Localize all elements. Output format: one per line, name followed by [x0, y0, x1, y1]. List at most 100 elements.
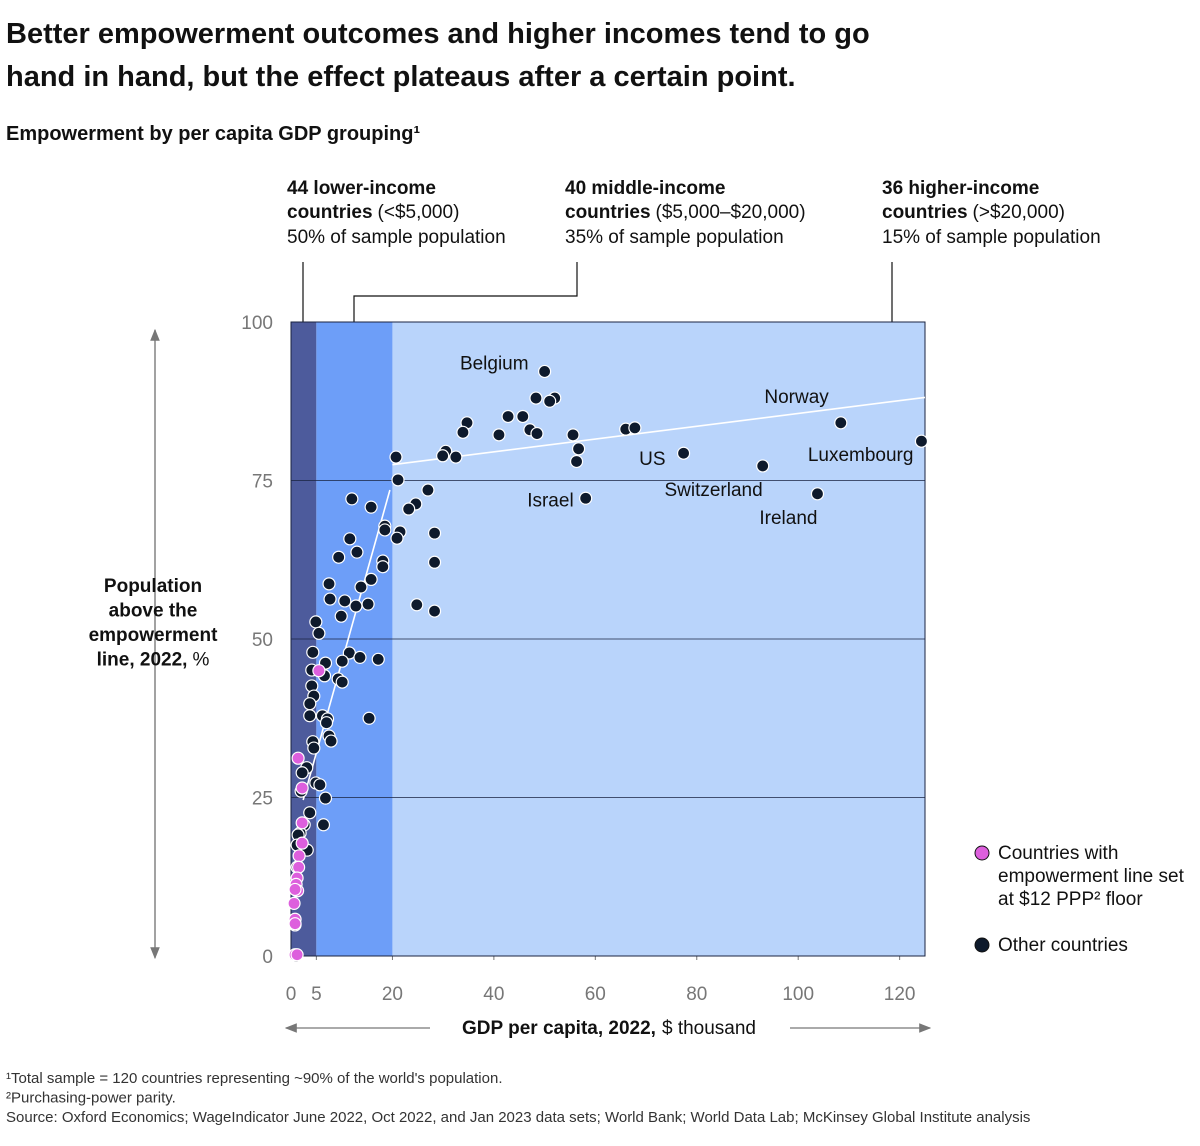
- y-tick-label: 0: [262, 947, 273, 968]
- point: [323, 592, 337, 606]
- trend-line: [392, 396, 926, 466]
- chart-title: hand in hand, but the effect plateaus af…: [6, 61, 796, 93]
- group-title: 40 middle-income: [565, 178, 726, 199]
- point: [421, 483, 435, 497]
- legend-marker: [974, 845, 990, 861]
- point: [309, 615, 323, 629]
- group-title: 36 higher-income: [882, 178, 1039, 199]
- group-share: 35% of sample population: [565, 227, 784, 248]
- point: [335, 654, 349, 668]
- y-axis-label: line, 2022,%: [97, 650, 210, 671]
- y-axis-unit: %: [192, 650, 209, 671]
- legend-entry: Other countries: [998, 935, 1128, 956]
- point: [492, 428, 506, 442]
- point: [427, 526, 442, 540]
- point: [295, 781, 309, 795]
- x-tick-label: 20: [382, 984, 403, 1005]
- point: [318, 791, 333, 805]
- point: [756, 459, 770, 473]
- point: [312, 626, 326, 640]
- point: [295, 836, 309, 850]
- y-tick-label: 100: [241, 313, 273, 334]
- point: [402, 502, 416, 516]
- x-tick-label: 80: [686, 984, 707, 1005]
- group-title: countries: [565, 202, 651, 223]
- group-range: (<$5,000): [378, 202, 460, 223]
- x-tick-label: 120: [884, 984, 916, 1005]
- point: [288, 882, 302, 897]
- point: [288, 917, 302, 931]
- point: [529, 391, 543, 405]
- point: [335, 675, 349, 689]
- y-axis-label: above the: [109, 601, 198, 622]
- point: [295, 816, 309, 830]
- point: [456, 425, 470, 439]
- point: [343, 532, 357, 546]
- point-label: Switzerland: [664, 480, 762, 501]
- group-title-line: countries (>$20,000): [882, 202, 1065, 223]
- x-tick-label: 100: [782, 984, 814, 1005]
- point: [353, 650, 367, 664]
- point: [334, 609, 348, 623]
- point: [579, 491, 593, 505]
- group-title: countries: [287, 202, 373, 223]
- point: [427, 604, 442, 618]
- point: [537, 364, 552, 379]
- point: [364, 572, 378, 587]
- point: [543, 394, 557, 408]
- point: [530, 426, 544, 441]
- point: [332, 550, 346, 564]
- y-tick-label: 25: [252, 789, 273, 810]
- connector: [353, 262, 578, 322]
- point: [427, 555, 442, 569]
- point: [364, 500, 378, 514]
- point: [292, 860, 306, 874]
- x-axis-label-main: GDP per capita, 2022,: [462, 1018, 656, 1039]
- point: [516, 409, 530, 424]
- point: [566, 428, 580, 442]
- group-title-line: countries (<$5,000): [287, 202, 459, 223]
- point: [313, 778, 327, 792]
- point: [324, 734, 338, 748]
- point: [306, 645, 320, 659]
- footnote: ¹Total sample = 120 countries representi…: [6, 1070, 503, 1087]
- y-tick-label: 75: [252, 472, 273, 493]
- point: [291, 751, 305, 765]
- point: [292, 849, 306, 863]
- point: [319, 716, 334, 730]
- legend-entry: Countries with empowerment line set at $…: [998, 843, 1184, 910]
- group-title-line: countries ($5,000–$20,000): [565, 202, 806, 223]
- point: [410, 598, 424, 612]
- point-label: Ireland: [759, 508, 817, 529]
- point: [389, 450, 403, 464]
- point: [810, 487, 825, 501]
- point: [628, 421, 642, 435]
- point: [449, 450, 463, 464]
- group-title: 44 lower-income: [287, 178, 436, 199]
- point: [322, 577, 336, 591]
- y-axis-label-line: line, 2022,: [97, 650, 188, 671]
- point: [914, 434, 929, 448]
- point: [312, 664, 326, 678]
- legend-marker: [974, 937, 990, 953]
- point: [287, 896, 301, 910]
- footnote: Source: Oxford Economics; WageIndicator …: [6, 1109, 1030, 1126]
- point: [349, 599, 363, 613]
- point: [307, 741, 321, 755]
- point: [345, 492, 359, 506]
- x-tick-label: 40: [483, 984, 504, 1005]
- point: [376, 560, 390, 574]
- point-label: Israel: [527, 490, 573, 511]
- point: [303, 806, 317, 820]
- point: [338, 594, 352, 608]
- chart-title: Better empowerment outcomes and higher i…: [6, 18, 870, 50]
- x-tick-label: 60: [585, 984, 606, 1005]
- point: [303, 697, 317, 711]
- chart-subtitle: Empowerment by per capita GDP grouping¹: [6, 123, 420, 145]
- y-axis-label: Population: [104, 576, 202, 597]
- y-axis-label-line: empowerment: [89, 625, 218, 646]
- point: [295, 766, 309, 780]
- point: [362, 711, 376, 725]
